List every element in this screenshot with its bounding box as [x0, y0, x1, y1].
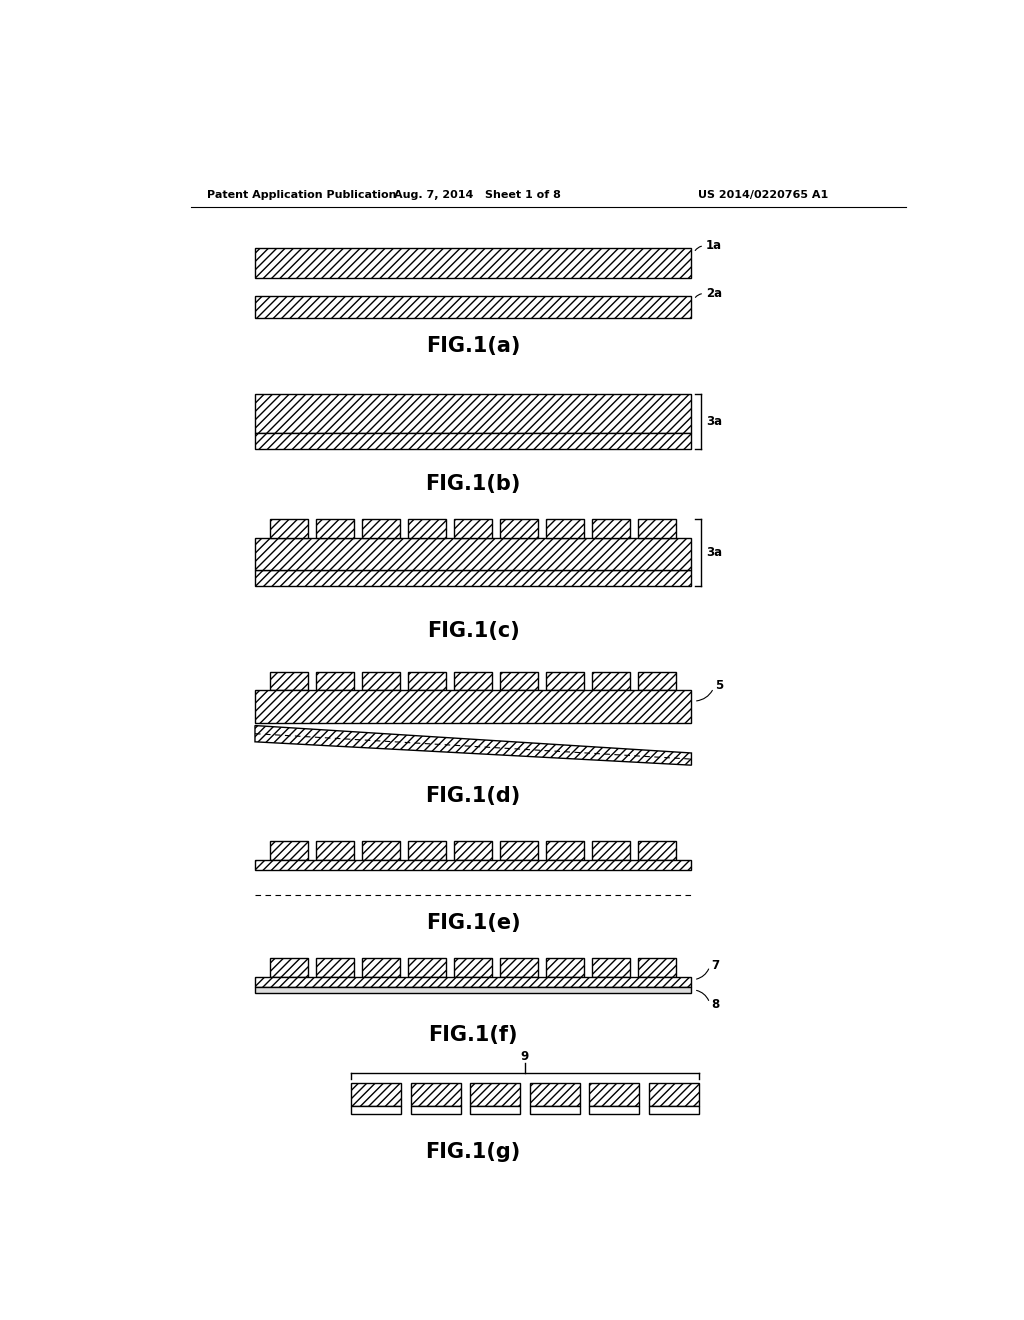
- Bar: [455, 519, 493, 537]
- Bar: [455, 672, 493, 690]
- Text: Patent Application Publication: Patent Application Publication: [207, 190, 397, 201]
- Bar: [362, 519, 400, 537]
- Bar: [255, 248, 691, 279]
- Bar: [589, 1084, 639, 1106]
- Bar: [255, 433, 691, 449]
- Bar: [500, 519, 539, 537]
- Bar: [470, 1106, 520, 1114]
- Bar: [546, 672, 585, 690]
- Bar: [500, 672, 539, 690]
- Bar: [592, 672, 631, 690]
- Bar: [592, 841, 631, 859]
- Bar: [255, 570, 691, 586]
- Bar: [455, 958, 493, 977]
- Text: 8: 8: [712, 998, 720, 1011]
- Bar: [529, 1084, 580, 1106]
- Bar: [500, 958, 539, 977]
- Bar: [589, 1106, 639, 1114]
- Bar: [270, 841, 308, 859]
- Bar: [316, 519, 354, 537]
- Bar: [592, 519, 631, 537]
- Bar: [255, 977, 691, 987]
- Text: US 2014/0220765 A1: US 2014/0220765 A1: [697, 190, 828, 201]
- Text: FIG.1(d): FIG.1(d): [426, 785, 521, 805]
- Text: 2a: 2a: [706, 286, 722, 300]
- Text: FIG.1(f): FIG.1(f): [428, 1024, 518, 1044]
- Bar: [638, 672, 677, 690]
- Text: FIG.1(b): FIG.1(b): [426, 474, 521, 494]
- Bar: [409, 519, 446, 537]
- Bar: [455, 841, 493, 859]
- Bar: [316, 958, 354, 977]
- Bar: [529, 1106, 580, 1114]
- Bar: [316, 841, 354, 859]
- Bar: [592, 958, 631, 977]
- Bar: [409, 958, 446, 977]
- Text: 3a: 3a: [706, 416, 722, 428]
- Bar: [409, 841, 446, 859]
- Bar: [270, 958, 308, 977]
- Bar: [316, 672, 354, 690]
- Text: 9: 9: [520, 1051, 529, 1064]
- Bar: [270, 519, 308, 537]
- Bar: [362, 672, 400, 690]
- Text: FIG.1(a): FIG.1(a): [426, 337, 520, 356]
- Text: Aug. 7, 2014   Sheet 1 of 8: Aug. 7, 2014 Sheet 1 of 8: [394, 190, 560, 201]
- Bar: [411, 1084, 461, 1106]
- Text: 3a: 3a: [706, 546, 722, 560]
- Bar: [500, 841, 539, 859]
- Bar: [351, 1084, 401, 1106]
- Bar: [362, 841, 400, 859]
- Bar: [409, 672, 446, 690]
- Bar: [255, 987, 691, 993]
- Bar: [546, 841, 585, 859]
- Bar: [470, 1084, 520, 1106]
- Text: 5: 5: [716, 680, 724, 693]
- Bar: [255, 395, 691, 433]
- Bar: [270, 672, 308, 690]
- Bar: [648, 1084, 698, 1106]
- Bar: [255, 690, 691, 722]
- Bar: [255, 859, 691, 870]
- Text: FIG.1(c): FIG.1(c): [427, 620, 519, 642]
- Text: 7: 7: [712, 958, 720, 972]
- Bar: [648, 1106, 698, 1114]
- Text: FIG.1(g): FIG.1(g): [426, 1142, 521, 1163]
- Bar: [546, 519, 585, 537]
- Bar: [255, 296, 691, 318]
- Bar: [638, 841, 677, 859]
- Bar: [362, 958, 400, 977]
- Text: FIG.1(e): FIG.1(e): [426, 912, 520, 933]
- Bar: [411, 1106, 461, 1114]
- Bar: [638, 958, 677, 977]
- Polygon shape: [255, 726, 691, 766]
- Bar: [351, 1106, 401, 1114]
- Bar: [638, 519, 677, 537]
- Bar: [255, 537, 691, 570]
- Text: 1a: 1a: [706, 239, 722, 252]
- Bar: [546, 958, 585, 977]
